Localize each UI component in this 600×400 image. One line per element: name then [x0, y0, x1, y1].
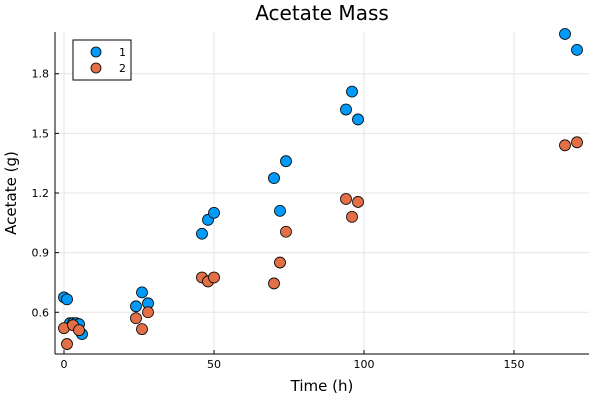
- series-2-point: [268, 277, 280, 290]
- y-tick-label: 0.6: [32, 306, 50, 319]
- series-1-point: [340, 103, 352, 116]
- series-1-point: [352, 113, 364, 126]
- series-1-point: [571, 43, 583, 56]
- series-1-point: [208, 206, 220, 219]
- series-1-point: [559, 28, 571, 40]
- series-2-point: [274, 256, 286, 269]
- series-1-point: [61, 293, 73, 306]
- series-2-point: [346, 210, 358, 223]
- y-tick-label: 1.5: [32, 127, 50, 140]
- legend-label-2: 2: [119, 62, 126, 75]
- series-2-point: [559, 139, 571, 152]
- legend-marker-2: [90, 62, 102, 74]
- series-2-point: [208, 271, 220, 284]
- series-2-point: [61, 338, 73, 350]
- series-2-point: [130, 312, 142, 325]
- series-2-point: [352, 196, 364, 208]
- legend-box: [72, 39, 132, 81]
- series-1-point: [280, 155, 292, 168]
- series-1-point: [130, 300, 142, 313]
- x-ticks: 0 50 100 150: [61, 350, 525, 371]
- data-points: [58, 28, 583, 350]
- series-2-point: [73, 324, 85, 337]
- y-tick-label: 1.2: [32, 187, 50, 200]
- legend: 12: [72, 39, 132, 81]
- x-axis-label: Time (h): [290, 377, 354, 395]
- legend-label-1: 1: [119, 46, 126, 59]
- series-1-point: [268, 172, 280, 184]
- x-tick-label: 100: [354, 358, 375, 371]
- y-tick-label: 0.9: [32, 247, 50, 260]
- series-2-point: [571, 136, 583, 149]
- series-2-point: [142, 306, 154, 319]
- legend-marker-1: [90, 46, 102, 58]
- y-ticks: 0.6 0.9 1.2 1.5 1.8: [32, 68, 59, 319]
- y-axis-label: Acetate (g): [2, 151, 20, 235]
- x-tick-label: 150: [504, 358, 525, 371]
- series-2-point: [340, 193, 352, 205]
- series-1-point: [274, 204, 286, 217]
- y-tick-label: 1.8: [32, 68, 50, 81]
- series-2-point: [136, 323, 148, 336]
- series-1-point: [346, 85, 358, 98]
- x-tick-label: 0: [61, 358, 68, 371]
- x-tick-label: 50: [207, 358, 221, 371]
- chart-title: Acetate Mass: [255, 1, 389, 25]
- series-1-point: [196, 227, 208, 240]
- series-2-point: [280, 225, 292, 238]
- series-1-point: [136, 286, 148, 299]
